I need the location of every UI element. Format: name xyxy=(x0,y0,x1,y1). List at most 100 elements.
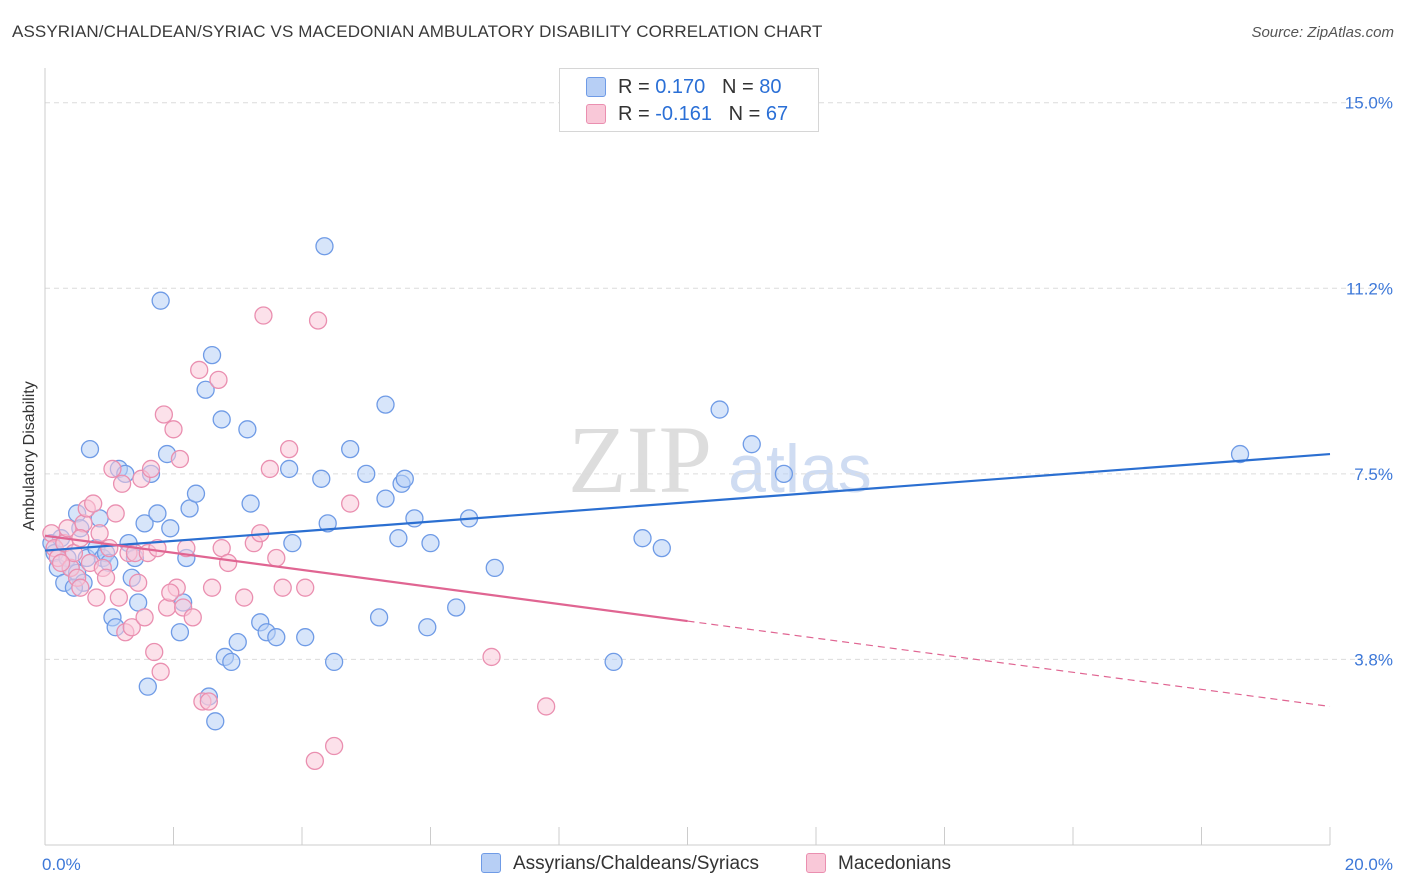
data-point-macedonians xyxy=(296,578,315,597)
data-point-assyrians xyxy=(212,410,231,429)
data-point-assyrians xyxy=(341,439,360,459)
data-point-macedonians xyxy=(267,548,286,568)
zipatlas-watermark: ZIP atlas xyxy=(568,406,872,513)
data-point-macedonians xyxy=(51,553,71,573)
legend-n-value: 67 xyxy=(765,103,789,125)
data-point-assyrians xyxy=(485,558,504,578)
legend-n-label: N = xyxy=(721,76,754,98)
data-point-macedonians xyxy=(135,608,154,627)
data-point-macedonians xyxy=(273,578,292,597)
y-tick-label: 3.8% xyxy=(1354,650,1393,669)
data-point-macedonians xyxy=(71,529,90,548)
data-point-macedonians xyxy=(141,459,161,479)
data-point-macedonians xyxy=(164,420,183,439)
data-point-macedonians xyxy=(260,459,280,479)
data-point-assyrians xyxy=(315,237,334,256)
data-point-assyrians xyxy=(241,494,260,513)
legend-r-label: R = xyxy=(618,103,650,125)
data-point-macedonians xyxy=(109,588,129,607)
data-point-assyrians xyxy=(312,469,331,488)
x-tick-label: 0.0% xyxy=(42,855,81,874)
data-point-macedonians xyxy=(308,311,328,330)
data-point-macedonians xyxy=(96,568,116,587)
legend-n-value: 80 xyxy=(759,76,782,98)
y-tick-labels: 3.8% 7.5% 11.2% 15.0% xyxy=(1345,94,1393,670)
series-legend-swatch-blue xyxy=(481,853,501,873)
y-tick-label: 7.5% xyxy=(1354,465,1393,484)
data-point-assyrians xyxy=(202,345,222,365)
data-point-macedonians xyxy=(202,578,222,597)
data-point-assyrians xyxy=(774,464,794,484)
data-point-macedonians xyxy=(279,439,299,459)
data-point-macedonians xyxy=(218,553,238,573)
data-point-assyrians xyxy=(395,469,414,488)
data-point-macedonians xyxy=(154,405,174,424)
data-point-assyrians xyxy=(170,623,190,642)
trend-line-assyrians xyxy=(44,452,1331,552)
legend-r-label: R = xyxy=(618,76,650,98)
series-legend-swatch-pink xyxy=(806,853,826,873)
data-point-assyrians xyxy=(389,529,408,548)
data-point-assyrians xyxy=(135,514,154,533)
data-point-macedonians xyxy=(122,618,141,637)
data-point-assyrians xyxy=(318,514,337,533)
x-tick-label: 20.0% xyxy=(1345,855,1393,874)
data-point-assyrians xyxy=(742,435,761,454)
data-point-assyrians xyxy=(238,420,257,439)
data-point-assyrians xyxy=(267,628,286,647)
legend-swatch-blue xyxy=(586,77,606,97)
data-point-assyrians xyxy=(161,519,180,538)
data-point-assyrians xyxy=(222,652,241,672)
data-point-macedonians xyxy=(482,647,501,667)
chart-source: Source: ZipAtlas.com xyxy=(1251,24,1394,41)
y-axis-title: Ambulatory Disability xyxy=(21,381,38,530)
axes xyxy=(44,68,1331,846)
data-point-assyrians xyxy=(421,533,440,553)
data-point-macedonians xyxy=(324,736,344,756)
data-point-macedonians xyxy=(74,514,93,533)
legend-r-value: 0.170 xyxy=(655,76,706,98)
data-point-macedonians xyxy=(87,588,106,607)
data-point-assyrians xyxy=(296,628,315,647)
data-point-macedonians xyxy=(341,494,360,513)
data-point-macedonians xyxy=(254,306,273,325)
data-point-assyrians xyxy=(324,652,344,672)
data-point-macedonians xyxy=(305,751,325,771)
y-tick-label: 15.0% xyxy=(1345,94,1393,113)
data-point-assyrians xyxy=(151,291,170,310)
data-point-assyrians xyxy=(376,489,395,508)
x-tick-labels: 0.0% 20.0% xyxy=(42,855,1393,874)
data-point-assyrians xyxy=(604,652,623,672)
data-point-assyrians xyxy=(228,632,247,652)
data-point-assyrians xyxy=(148,504,167,523)
data-point-macedonians xyxy=(199,692,218,711)
trend-line-macedonians xyxy=(44,534,688,623)
data-point-assyrians xyxy=(418,618,437,637)
data-point-macedonians xyxy=(161,583,180,602)
y-tick-label: 11.2% xyxy=(1346,279,1393,298)
series-legend-label: Assyrians/Chaldeans/Syriacs xyxy=(513,853,760,874)
data-point-assyrians xyxy=(138,677,157,696)
data-point-assyrians xyxy=(376,395,395,414)
data-point-macedonians xyxy=(209,370,228,390)
data-point-macedonians xyxy=(106,504,125,523)
data-point-macedonians xyxy=(112,474,132,493)
data-point-assyrians xyxy=(186,484,206,503)
trend-lines xyxy=(44,452,1331,708)
watermark-zip: ZIP xyxy=(568,406,712,513)
data-point-macedonians xyxy=(190,360,209,380)
grid-lines xyxy=(45,102,1385,660)
data-point-macedonians xyxy=(100,538,119,558)
legend-n-label: N = xyxy=(728,103,761,125)
data-point-macedonians xyxy=(157,598,177,617)
data-point-macedonians xyxy=(151,662,170,681)
data-point-macedonians xyxy=(170,449,190,469)
data-point-macedonians xyxy=(103,459,122,479)
data-point-assyrians xyxy=(283,533,302,553)
data-point-assyrians xyxy=(633,529,652,548)
series-legend-label: Macedonians xyxy=(838,853,952,874)
legend-r-value: -0.161 xyxy=(655,103,712,125)
legend-swatch-pink xyxy=(586,104,606,124)
data-point-assyrians xyxy=(357,464,376,484)
